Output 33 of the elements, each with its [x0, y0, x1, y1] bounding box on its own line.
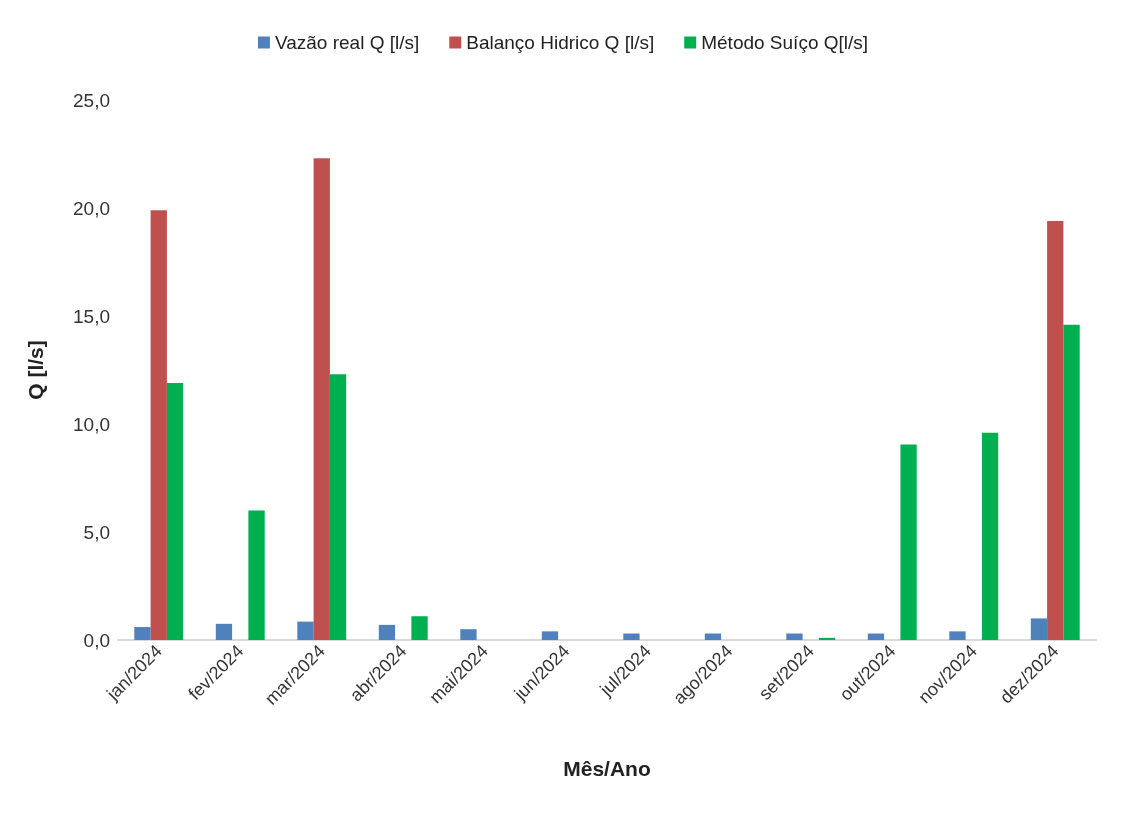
bar: [329, 374, 347, 640]
bar: [378, 624, 396, 640]
x-axis-title: Mês/Ano: [563, 757, 651, 780]
bar: [867, 633, 885, 640]
bar: [215, 623, 233, 640]
bar: [313, 158, 330, 640]
y-tick-label: 25,0: [73, 89, 110, 111]
bar: [818, 637, 836, 640]
bar: [704, 633, 722, 640]
bar: [166, 382, 184, 640]
legend-label: Método Suíço Q[l/s]: [701, 32, 869, 53]
legend-label: Balanço Hidrico Q [l/s]: [466, 32, 655, 53]
legend-label: Vazão real Q [l/s]: [274, 32, 420, 53]
bar: [248, 510, 265, 640]
bar: [134, 627, 151, 640]
y-axis-title: Q [l/s]: [24, 340, 47, 400]
bar: [786, 633, 803, 640]
y-tick-label: 15,0: [73, 305, 110, 327]
bar: [460, 629, 477, 640]
bar: [541, 631, 559, 640]
bar: [981, 432, 999, 640]
bar: [150, 210, 167, 640]
bar: [1030, 618, 1048, 640]
bar: [949, 631, 966, 640]
bar: [411, 616, 428, 640]
y-tick-label: 20,0: [73, 197, 110, 219]
y-tick-label: 5,0: [83, 521, 110, 543]
bar: [623, 633, 640, 640]
bar: [1047, 220, 1064, 640]
y-tick-label: 10,0: [73, 413, 110, 435]
bar: [900, 444, 917, 640]
bar: [1063, 324, 1080, 640]
bar: [297, 621, 314, 640]
